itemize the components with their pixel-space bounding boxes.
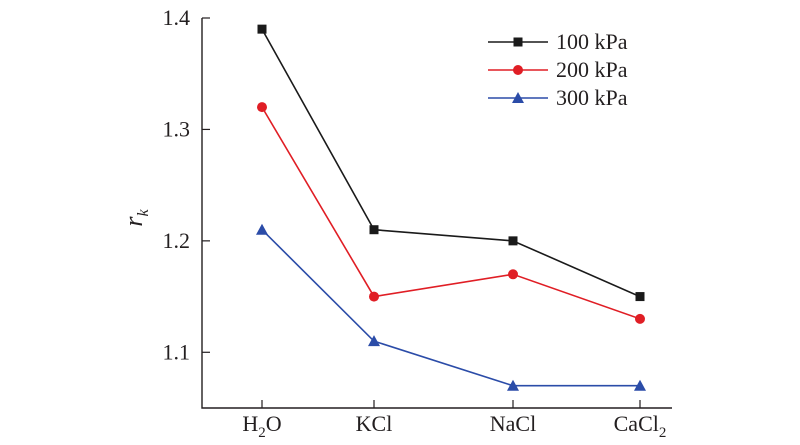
- data-point: [256, 223, 268, 235]
- legend-item: 200 kPa: [488, 57, 628, 82]
- series-line: [261, 229, 640, 387]
- data-point: [508, 236, 518, 246]
- x-tick-label: KCl: [356, 411, 393, 436]
- y-axis-title-subscript: k: [135, 208, 152, 216]
- legend-item: 300 kPa: [488, 85, 628, 110]
- y-tick-label: 1.1: [163, 339, 191, 364]
- x-tick-label-base: NaCl: [490, 411, 536, 436]
- legend-label: 200 kPa: [556, 57, 628, 82]
- plot-frame-left-bottom: [201, 18, 672, 409]
- legend-marker: [513, 37, 523, 47]
- y-axis-ticks: 1.1 1.2 1.3 1.4: [163, 5, 210, 364]
- data-point: [635, 292, 645, 302]
- data-point: [508, 269, 518, 280]
- x-axis-ticks: H2O KCl NaCl CaCl2: [242, 400, 666, 441]
- y-axis-title-main: r: [119, 216, 148, 227]
- x-tick-label-base: CaCl: [614, 411, 659, 436]
- data-point: [507, 379, 519, 391]
- series: [257, 24, 645, 302]
- series-lines: [256, 24, 646, 391]
- y-tick-label: 1.2: [163, 228, 191, 253]
- x-tick-label-subscript: 2: [659, 425, 667, 441]
- x-tick-label: CaCl2: [614, 411, 667, 441]
- y-tick-label: 1.3: [163, 116, 191, 141]
- x-tick-label: H2O: [242, 411, 281, 441]
- legend-item: 100 kPa: [488, 29, 628, 54]
- axes: [201, 18, 672, 409]
- x-tick-label-base: H: [242, 411, 258, 436]
- legend-label: 300 kPa: [556, 85, 628, 110]
- legend-label: 100 kPa: [556, 29, 628, 54]
- x-tick-label-base: KCl: [356, 411, 393, 436]
- data-point: [257, 102, 267, 113]
- data-point: [369, 225, 379, 235]
- data-point: [635, 313, 645, 324]
- y-axis-title: rk: [119, 208, 152, 226]
- legend-marker: [513, 65, 523, 75]
- series: [256, 223, 646, 391]
- data-point: [368, 335, 380, 347]
- legend-marker: [512, 92, 524, 103]
- series-line: [261, 28, 641, 298]
- data-point: [369, 291, 379, 302]
- data-point: [257, 24, 267, 34]
- y-tick-label: 1.4: [163, 5, 191, 30]
- data-point: [634, 379, 646, 391]
- series-line: [261, 106, 641, 320]
- x-tick-label-tail: O: [266, 411, 282, 436]
- x-tick-label: NaCl: [490, 411, 536, 436]
- series: [257, 102, 645, 324]
- x-tick-label-subscript: 2: [258, 425, 266, 441]
- legend: 100 kPa 200 kPa 300 kPa: [488, 29, 628, 110]
